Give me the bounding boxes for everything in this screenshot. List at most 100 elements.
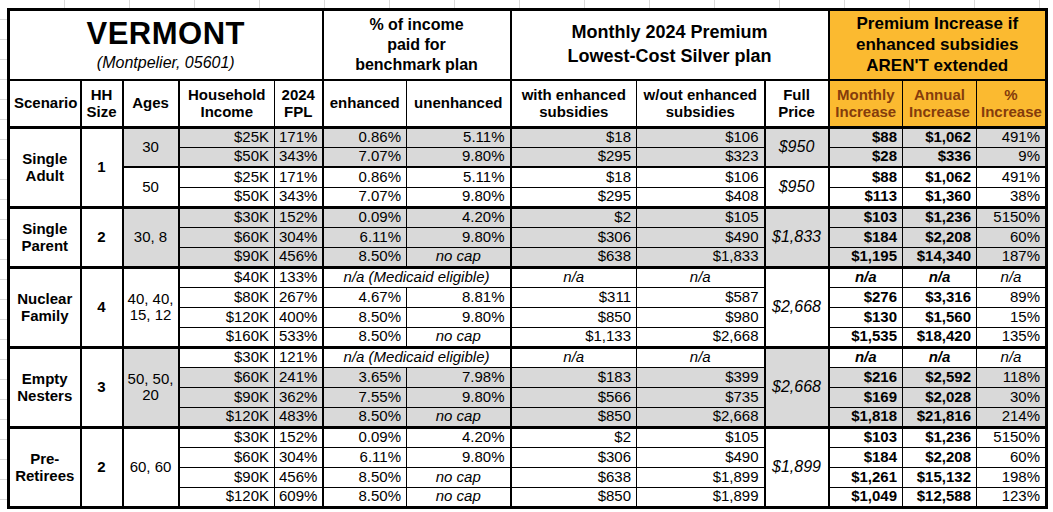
income-cell[interactable]: $50K [179,187,275,207]
without-subsidies-cell[interactable]: $587 [637,287,765,307]
unenhanced-pct-cell[interactable]: 4.20% [407,427,511,447]
pct-increase-cell[interactable]: 198% [977,467,1047,487]
without-subsidies-cell[interactable]: $323 [637,147,765,167]
col-header-monthly-increase[interactable]: Monthly Increase [829,80,903,128]
enhanced-pct-cell[interactable]: 0.09% [323,427,407,447]
income-cell[interactable]: $120K [179,407,275,427]
unenhanced-pct-cell[interactable]: 9.80% [407,387,511,407]
fpl-cell[interactable]: 304% [275,447,323,467]
annual-increase-cell[interactable]: $14,340 [903,247,977,267]
without-subsidies-cell[interactable]: n/a [637,347,765,367]
with-subsidies-cell[interactable]: $638 [511,247,637,267]
annual-increase-cell[interactable]: $1,560 [903,307,977,327]
ages-cell[interactable]: 30 [123,127,179,167]
fpl-cell[interactable]: 121% [275,347,323,367]
annual-increase-cell[interactable]: $1,236 [903,427,977,447]
annual-increase-cell[interactable]: $21,816 [903,407,977,427]
income-cell[interactable]: $40K [179,267,275,287]
income-cell[interactable]: $120K [179,307,275,327]
fpl-cell[interactable]: 609% [275,487,323,507]
without-subsidies-cell[interactable]: $105 [637,427,765,447]
enhanced-pct-cell[interactable]: 8.50% [323,407,407,427]
header-premium-group[interactable]: Monthly 2024 Premium Lowest-Cost Silver … [511,10,829,80]
enhanced-pct-cell[interactable]: 8.50% [323,327,407,347]
full-price-cell[interactable]: $2,668 [765,267,829,347]
unenhanced-pct-cell[interactable]: 9.80% [407,187,511,207]
income-cell[interactable]: $30K [179,207,275,227]
ages-cell[interactable]: 30, 8 [123,207,179,267]
monthly-increase-cell[interactable]: $113 [829,187,903,207]
unenhanced-pct-cell[interactable]: no cap [407,247,511,267]
with-subsidies-cell[interactable]: $18 [511,127,637,147]
enhanced-pct-cell[interactable]: 8.50% [323,307,407,327]
hh-size-cell[interactable]: 1 [81,127,123,207]
unenhanced-pct-cell[interactable]: 9.80% [407,447,511,467]
with-subsidies-cell[interactable]: $2 [511,427,637,447]
monthly-increase-cell[interactable]: $88 [829,127,903,147]
unenhanced-pct-cell[interactable]: 5.11% [407,127,511,147]
monthly-increase-cell[interactable]: $88 [829,167,903,187]
annual-increase-cell[interactable]: $2,208 [903,447,977,467]
income-cell[interactable]: $60K [179,447,275,467]
with-subsidies-cell[interactable]: $850 [511,407,637,427]
annual-increase-cell[interactable]: $2,208 [903,227,977,247]
with-subsidies-cell[interactable]: $306 [511,447,637,467]
income-cell[interactable]: $80K [179,287,275,307]
annual-increase-cell[interactable]: $12,588 [903,487,977,507]
without-subsidies-cell[interactable]: $490 [637,447,765,467]
monthly-increase-cell[interactable]: $103 [829,207,903,227]
fpl-cell[interactable]: 400% [275,307,323,327]
col-header-with-subsidies[interactable]: with enhanced subsidies [511,80,637,128]
ages-cell[interactable]: 60, 60 [123,427,179,507]
income-cell[interactable]: $25K [179,167,275,187]
monthly-increase-cell[interactable]: $130 [829,307,903,327]
medicaid-eligible-cell[interactable]: n/a (Medicaid eligible) [323,347,511,367]
col-header-without-subsidies[interactable]: w/out enhanced subsidies [637,80,765,128]
pct-increase-cell[interactable]: n/a [977,347,1047,367]
annual-increase-cell[interactable]: $1,062 [903,167,977,187]
without-subsidies-cell[interactable]: $490 [637,227,765,247]
pct-increase-cell[interactable]: 9% [977,147,1047,167]
enhanced-pct-cell[interactable]: 3.65% [323,367,407,387]
with-subsidies-cell[interactable]: $183 [511,367,637,387]
fpl-cell[interactable]: 533% [275,327,323,347]
col-header-pct-increase[interactable]: % Increase [977,80,1047,128]
pct-increase-cell[interactable]: 30% [977,387,1047,407]
monthly-increase-cell[interactable]: $1,818 [829,407,903,427]
with-subsidies-cell[interactable]: $2 [511,207,637,227]
col-header-unenhanced[interactable]: unenhanced [407,80,511,128]
hh-size-cell[interactable]: 3 [81,347,123,427]
with-subsidies-cell[interactable]: $18 [511,167,637,187]
income-cell[interactable]: $50K [179,147,275,167]
col-header-annual-increase[interactable]: Annual Increase [903,80,977,128]
fpl-cell[interactable]: 456% [275,247,323,267]
monthly-increase-cell[interactable]: $1,049 [829,487,903,507]
without-subsidies-cell[interactable]: $1,833 [637,247,765,267]
full-price-cell[interactable]: $1,833 [765,207,829,267]
enhanced-pct-cell[interactable]: 8.50% [323,247,407,267]
full-price-cell[interactable]: $950 [765,127,829,167]
annual-increase-cell[interactable]: $2,592 [903,367,977,387]
enhanced-pct-cell[interactable]: 6.11% [323,447,407,467]
without-subsidies-cell[interactable]: $106 [637,167,765,187]
annual-increase-cell[interactable]: n/a [903,347,977,367]
col-header-scenario[interactable]: Scenario [9,80,81,128]
unenhanced-pct-cell[interactable]: 9.80% [407,227,511,247]
scenario-cell[interactable]: Nuclear Family [9,267,81,347]
monthly-increase-cell[interactable]: n/a [829,347,903,367]
fpl-cell[interactable]: 133% [275,267,323,287]
unenhanced-pct-cell[interactable]: 8.81% [407,287,511,307]
pct-increase-cell[interactable]: 60% [977,447,1047,467]
with-subsidies-cell[interactable]: n/a [511,347,637,367]
monthly-increase-cell[interactable]: $28 [829,147,903,167]
without-subsidies-cell[interactable]: $1,899 [637,487,765,507]
enhanced-pct-cell[interactable]: 8.50% [323,467,407,487]
scenario-cell[interactable]: Single Adult [9,127,81,207]
without-subsidies-cell[interactable]: $1,899 [637,467,765,487]
monthly-increase-cell[interactable]: $184 [829,227,903,247]
monthly-increase-cell[interactable]: $103 [829,427,903,447]
unenhanced-pct-cell[interactable]: 7.98% [407,367,511,387]
pct-increase-cell[interactable]: 118% [977,367,1047,387]
unenhanced-pct-cell[interactable]: 9.80% [407,307,511,327]
without-subsidies-cell[interactable]: $2,668 [637,407,765,427]
